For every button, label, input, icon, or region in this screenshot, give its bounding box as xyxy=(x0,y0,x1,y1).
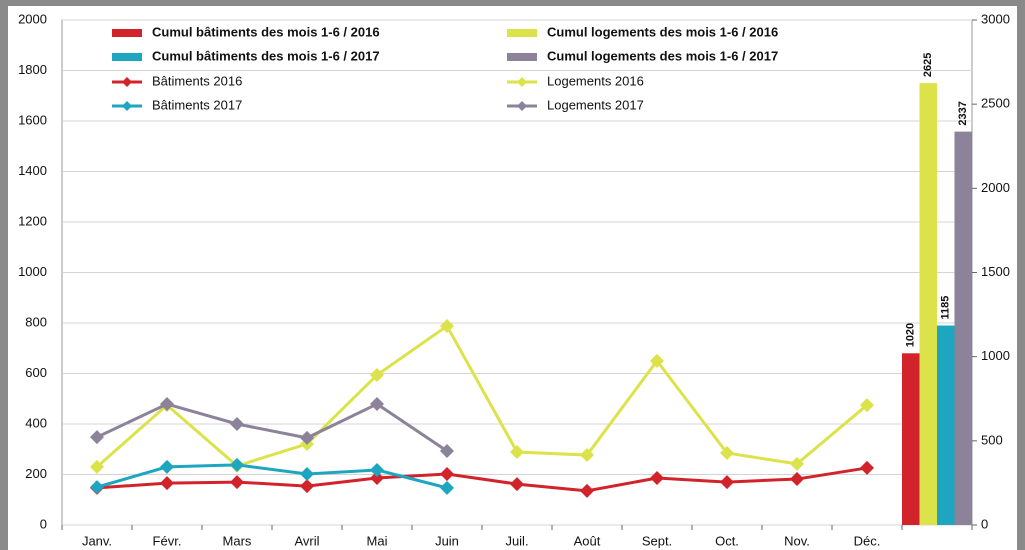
legend-label: Cumul bâtiments des mois 1-6 / 2017 xyxy=(152,48,380,63)
marker xyxy=(790,472,804,487)
bar xyxy=(954,131,972,526)
y-tick-label: 600 xyxy=(25,365,47,380)
bar xyxy=(919,83,937,525)
marker xyxy=(230,475,244,490)
x-tick-label: Juil. xyxy=(505,533,528,548)
bar xyxy=(902,353,920,525)
y2-tick-label: 1000 xyxy=(981,348,1010,363)
marker xyxy=(720,475,734,490)
value-label: 2337 xyxy=(957,101,969,125)
x-tick-label: Mars xyxy=(223,533,252,548)
y2-tick-label: 3000 xyxy=(981,11,1010,26)
marker xyxy=(90,459,104,474)
marker xyxy=(510,477,524,492)
marker xyxy=(90,430,104,445)
legend-label: Logements 2017 xyxy=(547,97,644,112)
y-tick-label: 1200 xyxy=(18,213,47,228)
legend-label: Bâtiments 2017 xyxy=(152,97,242,112)
y2-tick-label: 2500 xyxy=(981,96,1010,111)
legend-swatch xyxy=(507,29,537,37)
marker xyxy=(90,480,104,495)
y-tick-label: 1400 xyxy=(18,163,47,178)
y-tick-label: 2000 xyxy=(18,11,47,26)
marker xyxy=(370,368,384,383)
legend-marker xyxy=(517,101,527,111)
x-tick-label: Déc. xyxy=(854,533,881,548)
marker xyxy=(370,397,384,412)
marker xyxy=(230,417,244,431)
bar xyxy=(937,325,955,525)
x-tick-label: Févr. xyxy=(153,533,182,548)
y-tick-label: 200 xyxy=(25,466,47,481)
y2-tick-label: 0 xyxy=(981,516,988,531)
marker xyxy=(370,471,384,486)
marker xyxy=(230,457,244,472)
value-label: 2625 xyxy=(922,53,934,77)
x-tick-label: Mai xyxy=(367,533,388,548)
marker xyxy=(720,446,734,461)
marker xyxy=(580,483,594,498)
x-tick-label: Juin xyxy=(435,533,459,548)
marker xyxy=(370,462,384,477)
y-tick-label: 1800 xyxy=(18,62,47,77)
marker xyxy=(440,466,454,481)
y2-tick-label: 2000 xyxy=(981,180,1010,195)
marker xyxy=(650,471,664,486)
marker xyxy=(300,466,314,481)
x-tick-label: Oct. xyxy=(715,533,739,548)
marker xyxy=(300,479,314,494)
y-tick-label: 800 xyxy=(25,314,47,329)
x-tick-label: Août xyxy=(574,533,601,548)
marker xyxy=(440,480,454,495)
x-tick-label: Nov. xyxy=(784,533,810,548)
legend-marker xyxy=(122,101,132,111)
marker xyxy=(790,456,804,471)
x-tick-label: Avril xyxy=(294,533,319,548)
legend-swatch xyxy=(112,29,142,37)
y-tick-label: 1000 xyxy=(18,264,47,279)
value-label: 1020 xyxy=(905,323,917,347)
x-tick-label: Sept. xyxy=(642,533,672,548)
marker xyxy=(160,397,174,412)
value-label: 1185 xyxy=(940,296,952,320)
marker xyxy=(650,353,664,368)
marker xyxy=(160,459,174,474)
legend-label: Cumul bâtiments des mois 1-6 / 2016 xyxy=(152,24,380,39)
y2-tick-label: 1500 xyxy=(981,264,1010,279)
legend-label: Cumul logements des mois 1-6 / 2016 xyxy=(547,24,778,39)
line xyxy=(96,402,448,453)
y-tick-label: 400 xyxy=(25,415,47,430)
y-tick-label: 0 xyxy=(40,516,47,531)
legend-label: Cumul logements des mois 1-6 / 2017 xyxy=(547,48,778,63)
line xyxy=(96,463,448,490)
marker xyxy=(510,445,524,460)
legend-marker xyxy=(517,77,527,87)
legend-swatch xyxy=(112,53,142,61)
y-tick-label: 1600 xyxy=(18,112,47,127)
legend-marker xyxy=(122,77,132,87)
line xyxy=(96,323,868,469)
marker xyxy=(860,398,874,413)
marker xyxy=(440,319,454,334)
legend-label: Bâtiments 2016 xyxy=(152,73,242,88)
marker xyxy=(300,430,314,445)
x-tick-label: Janv. xyxy=(82,533,112,548)
marker xyxy=(860,460,874,475)
marker xyxy=(440,444,454,459)
y2-tick-label: 500 xyxy=(981,432,1003,447)
legend-swatch xyxy=(507,53,537,61)
legend-label: Logements 2016 xyxy=(547,73,644,88)
marker xyxy=(580,448,594,463)
marker xyxy=(160,476,174,491)
line xyxy=(96,466,868,493)
